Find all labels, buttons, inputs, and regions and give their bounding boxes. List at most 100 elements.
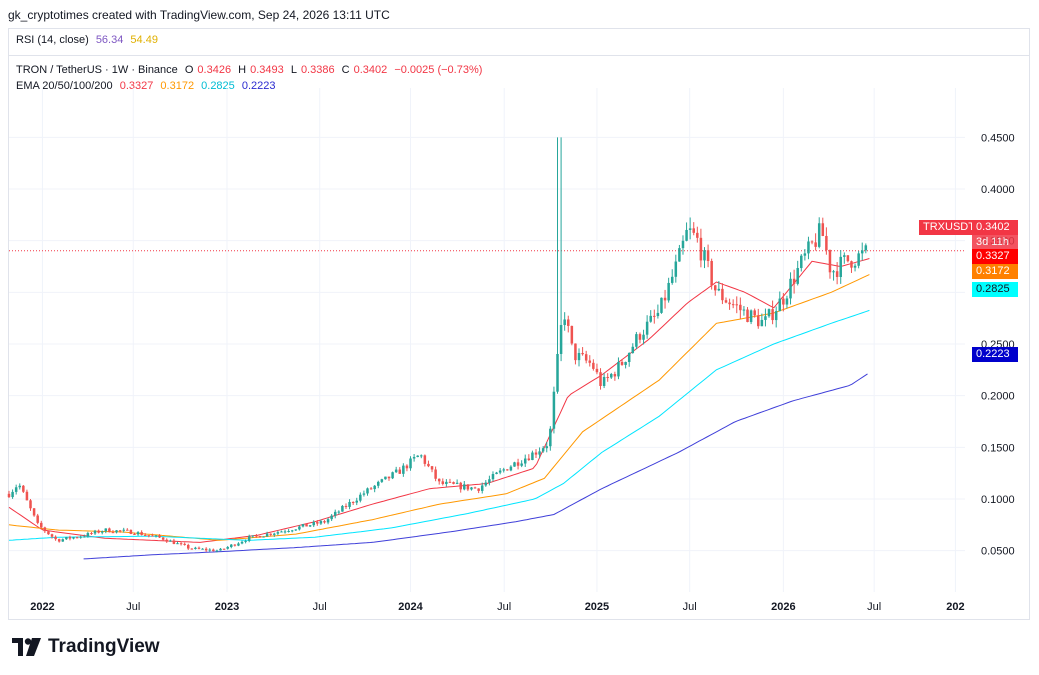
rsi-pane[interactable] xyxy=(8,28,1030,56)
ema-line-ema200 xyxy=(83,373,868,560)
x-tick-label: 2022 xyxy=(30,601,54,613)
candle-body xyxy=(22,485,25,492)
ema-line-ema100 xyxy=(8,309,870,541)
brand-name: TradingView xyxy=(48,636,160,657)
candle-body xyxy=(774,311,778,321)
candle-body xyxy=(713,285,717,291)
candle-body xyxy=(255,535,258,537)
candle-body xyxy=(405,465,409,469)
candle-body xyxy=(179,543,183,545)
ohlc-low: L 0.3386 xyxy=(291,64,335,76)
candle-body xyxy=(509,466,513,471)
candle-body xyxy=(140,532,143,535)
x-tick-label: 2023 xyxy=(215,601,239,613)
candle-body xyxy=(79,536,82,538)
attribution-text: gk_cryptotimes created with TradingView.… xyxy=(8,8,390,22)
candle-body xyxy=(792,278,796,284)
tradingview-logo[interactable]: TradingView xyxy=(12,636,160,658)
chart-frame xyxy=(8,28,1030,620)
candle-body xyxy=(118,530,122,532)
candle-body xyxy=(373,485,376,490)
candle-body xyxy=(706,250,710,261)
ema-line-ema20 xyxy=(8,258,870,543)
y-tick-label: 0.0500 xyxy=(981,546,1015,558)
candle-body xyxy=(731,304,735,306)
candle-body xyxy=(667,282,670,301)
candle-body xyxy=(143,534,147,536)
candle-body xyxy=(251,535,255,537)
candle-body xyxy=(247,536,251,541)
candle-body xyxy=(595,368,599,373)
candle-body xyxy=(355,500,358,503)
candle-body xyxy=(670,276,674,283)
candle-body xyxy=(151,535,154,537)
candle-body xyxy=(814,242,817,247)
candle-body xyxy=(850,261,853,268)
ema-legend[interactable]: EMA 20/50/100/200 0.3327 0.3172 0.2825 0… xyxy=(16,80,280,92)
candle-body xyxy=(362,493,366,495)
ohlc-close: C 0.3402 xyxy=(342,64,388,76)
candle-body xyxy=(161,537,165,540)
candle-body xyxy=(172,540,176,544)
candle-body xyxy=(488,479,491,483)
candle-body xyxy=(18,485,22,488)
candle-body xyxy=(326,519,330,523)
candle-body xyxy=(276,532,280,534)
candle-body xyxy=(269,533,272,535)
candle-body xyxy=(108,528,111,533)
candle-body xyxy=(377,481,380,486)
candle-body xyxy=(423,455,427,464)
candle-body xyxy=(800,255,803,269)
candle-body xyxy=(83,536,86,538)
last-price-label: 0.3402 xyxy=(972,220,1018,235)
y-tick-label: 0.2000 xyxy=(981,391,1015,403)
candle-body xyxy=(480,485,484,491)
ohlc-high-label: H xyxy=(238,64,247,76)
candle-body xyxy=(574,343,577,361)
candle-body xyxy=(305,524,308,527)
candle-body xyxy=(753,310,756,316)
candle-body xyxy=(516,462,520,466)
candle-body xyxy=(333,511,337,516)
candle-body xyxy=(599,372,602,386)
symbol-name: TRON / TetherUS · 1W · Binance xyxy=(16,64,178,76)
candle-body xyxy=(638,334,642,340)
candle-body xyxy=(244,540,247,542)
candle-body xyxy=(369,488,373,490)
candle-body xyxy=(728,302,731,305)
ema50-value: 0.3172 xyxy=(160,80,195,92)
ema20-value: 0.3327 xyxy=(119,80,154,92)
ticker-badge: TRXUSDT xyxy=(919,220,979,235)
candle-body xyxy=(258,536,262,538)
candle-body xyxy=(828,250,832,273)
candle-body xyxy=(717,288,721,291)
candle-body xyxy=(498,470,502,473)
ema-label: EMA 20/50/100/200 xyxy=(16,80,113,92)
candle-body xyxy=(588,360,592,363)
candle-body xyxy=(204,548,208,551)
candle-body xyxy=(627,352,631,362)
x-tick-label: Jul xyxy=(867,601,881,613)
rsi-legend[interactable]: RSI (14, close) 56.34 54.49 xyxy=(16,34,162,46)
candle-body xyxy=(194,547,197,550)
candle-body xyxy=(169,540,172,542)
candle-body xyxy=(212,549,215,552)
candle-body xyxy=(165,539,168,542)
candle-body xyxy=(513,462,516,467)
candle-body xyxy=(7,493,11,498)
candle-body xyxy=(520,463,523,466)
symbol-legend[interactable]: TRON / TetherUS · 1W · Binance O 0.3426 H… xyxy=(16,64,486,76)
y-axis: 0.05000.10000.15000.20000.25000.30000.35… xyxy=(981,132,1015,557)
tradingview-logo-icon xyxy=(12,638,41,656)
candle-body xyxy=(341,505,344,512)
candle-body xyxy=(147,535,151,537)
candle-body xyxy=(394,469,398,473)
candle-body xyxy=(100,531,104,533)
candle-body xyxy=(298,526,301,530)
candle-body xyxy=(853,265,857,268)
candle-body xyxy=(803,253,807,256)
ohlc-low-label: L xyxy=(290,64,297,76)
candle-body xyxy=(154,535,158,537)
candle-body xyxy=(703,250,706,261)
